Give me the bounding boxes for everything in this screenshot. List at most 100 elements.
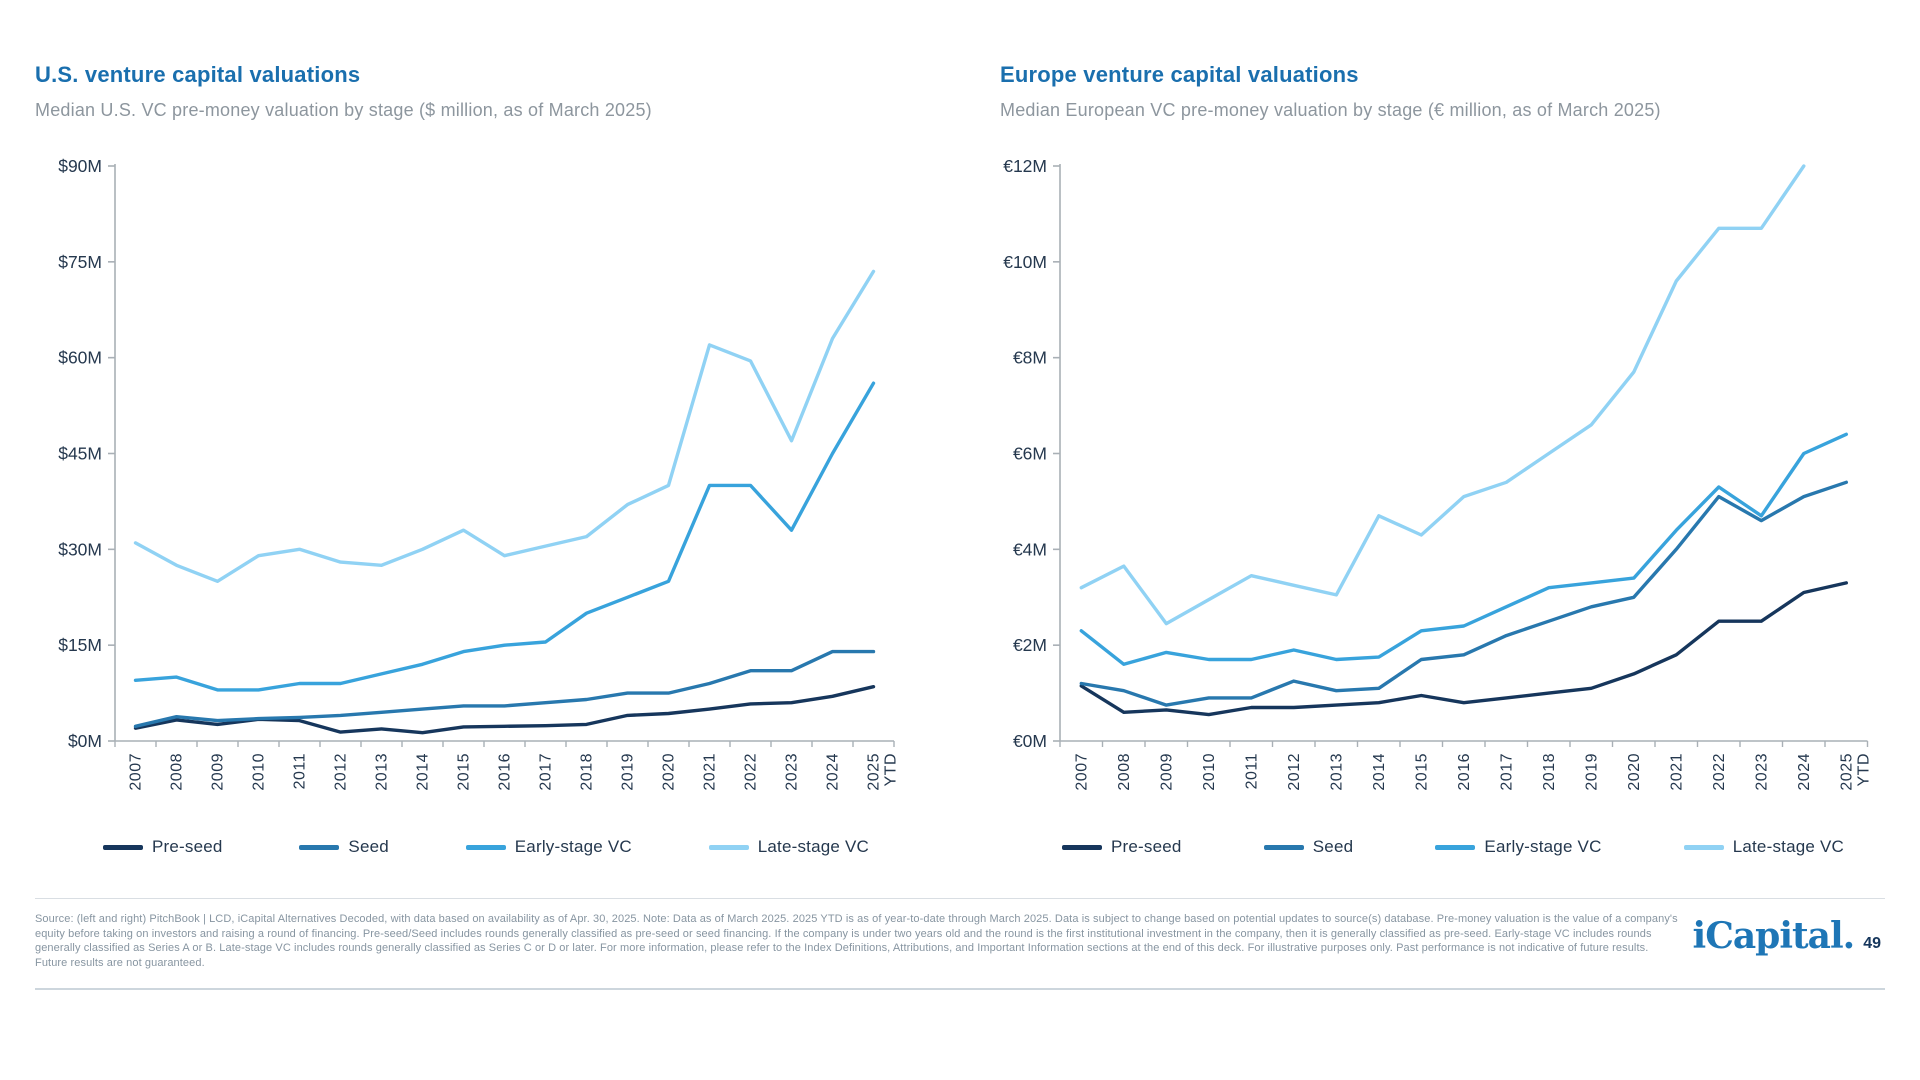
x-tick-label: 2021: [1668, 753, 1685, 791]
series-line-seed: [133, 649, 876, 728]
europe-chart-legend: Pre-seed Seed Early-stage VC Late-stage VC: [1000, 837, 1880, 857]
y-tick-label: $75M: [58, 252, 102, 272]
x-tick-label: 2019: [1583, 753, 1600, 791]
legend-label: Seed: [1312, 837, 1354, 856]
x-tick-label: 2008: [169, 753, 186, 791]
x-tick-label: 2023: [1753, 753, 1770, 791]
x-tick-label: 2024: [1796, 753, 1813, 791]
x-tick-label: YTD: [1855, 753, 1872, 787]
legend-swatch: [1263, 844, 1304, 850]
y-tick-label: $60M: [58, 348, 102, 368]
europe-vc-line-chart: €0M €2M €4M €6M €8M €10M €12M 2007 2008 2009 2010 2…: [1003, 156, 1872, 791]
legend-swatch: [1435, 844, 1476, 850]
source-disclaimer-text: Source: (left and right) PitchBook | LCD…: [35, 913, 1678, 969]
x-tick-label: 2019: [620, 753, 637, 791]
y-tick-label: $45M: [58, 444, 102, 464]
series-line-late-stage-vc: [133, 269, 876, 583]
x-tick-label: 2014: [1371, 753, 1388, 791]
europe-chart-subtitle: Median European VC pre-money valuation b…: [1000, 100, 1661, 120]
x-tick-label: 2007: [1073, 753, 1090, 791]
y-tick-label: €10M: [1003, 252, 1047, 272]
series-line-seed: [1079, 480, 1848, 707]
x-tick-label: 2011: [1243, 753, 1260, 789]
x-tick-label: 2010: [251, 753, 268, 791]
x-tick-label: 2023: [784, 753, 801, 791]
legend-label: Pre-seed: [152, 837, 223, 856]
series-line-early-stage-vc: [1079, 432, 1848, 666]
us-chart-subtitle: Median U.S. VC pre-money valuation by st…: [35, 100, 652, 120]
y-tick-label: $90M: [58, 156, 102, 176]
us-vc-line-chart: $0M $15M $30M $45M $60M $75M $90M 2007 2008 2009 2…: [58, 156, 900, 791]
x-tick-label: 2022: [1711, 753, 1728, 791]
x-tick-label: 2015: [1413, 753, 1430, 791]
y-tick-label: €4M: [1013, 539, 1047, 559]
europe-chart-title: Europe venture capital valuations: [1000, 62, 1359, 87]
x-tick-label: 2022: [743, 753, 760, 791]
y-tick-label: €2M: [1013, 635, 1047, 655]
legend-item-early-stage-vc: Early-stage VC: [1435, 837, 1601, 857]
x-tick-label: 2017: [1498, 753, 1515, 791]
legend-label: Seed: [348, 837, 389, 856]
x-tick-label: 2007: [128, 753, 145, 791]
x-tick-label: 2020: [1626, 753, 1643, 791]
legend-label: Early-stage VC: [1484, 837, 1602, 856]
x-tick-label: 2011: [292, 753, 309, 789]
y-tick-label: $0M: [68, 731, 102, 751]
x-tick-label: 2020: [661, 753, 678, 791]
x-tick-label: 2010: [1201, 753, 1218, 791]
x-tick-label: 2013: [374, 753, 391, 791]
legend-swatch: [465, 844, 506, 850]
legend-label: Early-stage VC: [514, 837, 632, 856]
x-tick-label: 2025: [866, 753, 883, 791]
brand-block: iCapital. 49: [1693, 915, 1881, 957]
y-tick-label: $30M: [58, 539, 102, 559]
x-tick-label: 2021: [702, 753, 719, 791]
legend-label: Pre-seed: [1111, 837, 1182, 856]
y-tick-label: €8M: [1013, 348, 1047, 368]
x-tick-label: 2016: [497, 753, 514, 791]
legend-item-seed: Seed: [299, 837, 389, 857]
x-tick-label: 2009: [1158, 753, 1175, 791]
x-tick-label: 2017: [538, 753, 555, 791]
x-tick-label: 2014: [415, 753, 432, 791]
y-tick-label: €12M: [1003, 156, 1047, 176]
x-tick-label: YTD: [883, 753, 900, 787]
legend-swatch: [299, 844, 340, 850]
europe-vc-panel: Europe venture capital valuations Median…: [1000, 62, 1880, 857]
legend-item-early-stage-vc: Early-stage VC: [465, 837, 632, 857]
legend-item-pre-seed: Pre-seed: [1062, 837, 1182, 857]
icapital-logo: iCapital.: [1692, 915, 1856, 957]
x-tick-label: 2024: [825, 753, 842, 791]
x-tick-label: 2012: [1286, 753, 1303, 791]
x-tick-label: 2013: [1328, 753, 1345, 791]
x-tick-label: 2018: [579, 753, 596, 791]
us-chart-legend: Pre-seed Seed Early-stage VC Late-stage VC: [35, 837, 915, 857]
legend-item-late-stage-vc: Late-stage VC: [1683, 837, 1844, 857]
legend-item-seed: Seed: [1263, 837, 1354, 857]
us-vc-panel: U.S. venture capital valuations Median U…: [35, 62, 915, 857]
legend-item-pre-seed: Pre-seed: [103, 837, 223, 857]
series-line-late-stage-vc: [1079, 164, 1806, 626]
series-line-early-stage-vc: [133, 381, 876, 692]
legend-swatch: [708, 844, 749, 850]
legend-label: Late-stage VC: [1732, 837, 1844, 856]
legend-swatch: [1062, 844, 1102, 850]
page-number: 49: [1863, 935, 1881, 952]
x-tick-label: 2009: [210, 753, 227, 791]
y-tick-label: €0M: [1013, 731, 1047, 751]
x-tick-label: 2008: [1116, 753, 1133, 791]
x-tick-label: 2012: [333, 753, 350, 791]
footer: Source: (left and right) PitchBook | LCD…: [35, 898, 1885, 970]
x-tick-label: 2015: [456, 753, 473, 791]
series-line-pre-seed: [133, 685, 876, 735]
x-tick-label: 2025: [1838, 753, 1855, 791]
bottom-divider: [35, 988, 1885, 990]
x-tick-label: 2018: [1541, 753, 1558, 791]
x-tick-label: 2016: [1456, 753, 1473, 791]
legend-item-late-stage-vc: Late-stage VC: [708, 837, 869, 857]
legend-swatch: [1683, 844, 1724, 850]
us-chart-title: U.S. venture capital valuations: [35, 62, 361, 87]
series-line-pre-seed: [1079, 581, 1848, 717]
legend-label: Late-stage VC: [757, 837, 869, 856]
y-tick-label: $15M: [58, 635, 102, 655]
